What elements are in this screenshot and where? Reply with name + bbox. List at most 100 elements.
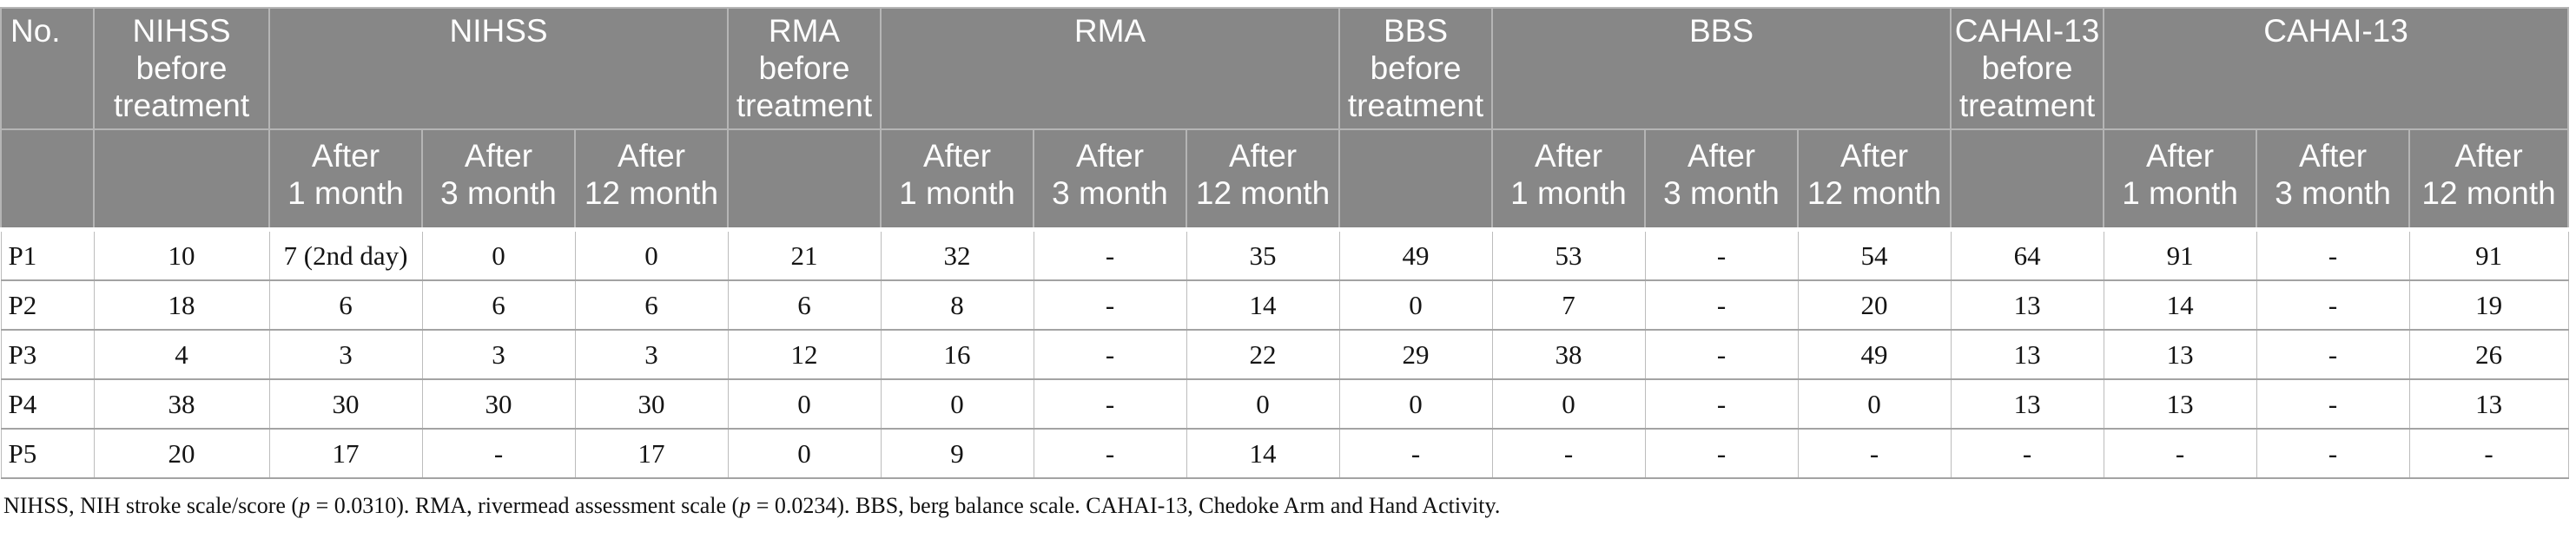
subheader-bbs-after-12-month: After 12 month (1797, 128, 1952, 232)
header-line: 1 month (287, 175, 404, 211)
footnote-p-value-symbol: p (739, 493, 751, 518)
score-cell: - (1033, 428, 1187, 479)
score-cell: 35 (1186, 228, 1340, 281)
header-line: After (1534, 138, 1603, 174)
score-cell: - (2256, 228, 2410, 281)
score-cell: 0 (727, 378, 882, 430)
subheader-empty-no (0, 128, 95, 232)
col-header-cahai-before-treatment: CAHAI-13 before treatment (1950, 7, 2105, 130)
footnote-p-value-symbol: p (299, 493, 311, 518)
col-header-bbs-before-treatment: BBS before treatment (1338, 7, 1494, 130)
score-cell: - (2256, 378, 2410, 430)
patient-id-cell: P4 (0, 378, 95, 430)
score-cell: 14 (1186, 279, 1340, 331)
header-line: 1 month (1510, 175, 1627, 211)
header-line: BBS (1384, 13, 1449, 49)
subheader-cahai-after-12-month: After 12 month (2408, 128, 2570, 232)
score-cell: 6 (574, 279, 729, 331)
subheader-bbs-after-3-month: After 3 month (1644, 128, 1800, 232)
score-cell: 30 (421, 378, 576, 430)
score-cell: - (1644, 228, 1799, 281)
score-cell: 3 (421, 329, 576, 380)
patient-id-cell: P5 (0, 428, 95, 479)
header-line: 3 month (1663, 175, 1780, 211)
header-line: After (1075, 138, 1145, 174)
header-line: 1 month (899, 175, 1015, 211)
score-cell: 13 (1950, 279, 2104, 331)
score-cell: - (1644, 329, 1799, 380)
header-line: RMA (768, 13, 841, 49)
header-line: 12 month (2421, 175, 2556, 211)
score-cell: - (1033, 329, 1187, 380)
col-header-rma-before-treatment: RMA before treatment (727, 7, 882, 130)
score-cell: 53 (1491, 228, 1646, 281)
header-line: before (1370, 50, 1462, 86)
subheader-cahai-after-3-month: After 3 month (2256, 128, 2411, 232)
group-header-nihss: NIHSS (268, 7, 730, 130)
col-header-no: No. (0, 7, 95, 130)
score-cell: 0 (1186, 378, 1340, 430)
header-line: 12 month (584, 175, 719, 211)
score-cell: - (1033, 228, 1187, 281)
score-cell: 91 (2103, 228, 2257, 281)
score-cell: 20 (1797, 279, 1952, 331)
score-cell: - (2103, 428, 2257, 479)
group-header-rma: RMA (880, 7, 1341, 130)
table-row: P5 20 17-17 0 9-14- - - - - - - - (0, 428, 2569, 479)
header-line: After (2454, 138, 2523, 174)
subheader-nihss-after-3-month: After 3 month (421, 128, 576, 232)
header-line: No. (10, 13, 61, 49)
header-line: before (135, 50, 228, 86)
subheader-empty-rma-before (727, 128, 882, 232)
score-cell: 30 (268, 378, 423, 430)
patient-id-cell: P2 (0, 279, 95, 331)
subheader-empty-nihss-before (93, 128, 270, 232)
score-cell: - (2256, 428, 2410, 479)
patient-id-cell: P1 (0, 228, 95, 281)
score-cell: 30 (574, 378, 729, 430)
table-row: P1 10 7 (2nd day) 0 0 21 32-35 49 53-54 64 91-91 (0, 228, 2569, 281)
score-cell: 0 (421, 228, 576, 281)
score-cell: - (1644, 378, 1799, 430)
header-line: After (922, 138, 992, 174)
score-cell: 17 (268, 428, 423, 479)
score-cell: - (1491, 428, 1646, 479)
score-cell: 10 (93, 228, 270, 281)
patient-id-cell: P3 (0, 329, 95, 380)
header-line: After (1687, 138, 1756, 174)
footnote-text: = 0.0310). RMA, rivermead assessment sca… (310, 493, 740, 518)
header-line: CAHAI-13 (1954, 13, 2100, 49)
footnote-text: NIHSS, NIH stroke scale/score ( (3, 493, 300, 518)
table-row: P3 4 3 3 3 12 16-22 29 38-49 13 13-26 (0, 329, 2569, 380)
header-line: CAHAI-13 (2263, 13, 2408, 49)
col-header-nihss-before-treatment: NIHSS before treatment (93, 7, 270, 130)
results-table: No. NIHSS before treatment NIHSS RMA before tre… (0, 7, 2570, 479)
header-line: treatment (1958, 88, 2096, 123)
group-header-cahai: CAHAI-13 (2103, 7, 2570, 130)
score-cell: 13 (2408, 378, 2569, 430)
score-cell: 20 (93, 428, 270, 479)
score-cell: 21 (727, 228, 882, 281)
score-cell: - (1644, 279, 1799, 331)
header-line: After (1840, 138, 1909, 174)
score-cell: 9 (880, 428, 1034, 479)
score-cell: - (1644, 428, 1799, 479)
score-cell: 49 (1797, 329, 1952, 380)
score-cell: 7 (2nd day) (268, 228, 423, 281)
subheader-empty-cahai-before (1950, 128, 2105, 232)
header-line: 3 month (2275, 175, 2391, 211)
header-line: BBS (1689, 13, 1754, 49)
header-line: After (2298, 138, 2368, 174)
score-cell: - (1033, 378, 1187, 430)
score-cell: 38 (1491, 329, 1646, 380)
score-cell: 8 (880, 279, 1034, 331)
subheader-empty-bbs-before (1338, 128, 1494, 232)
paper-table-figure: No. NIHSS before treatment NIHSS RMA before tre… (0, 7, 2576, 545)
score-cell: 0 (880, 378, 1034, 430)
score-cell: 3 (268, 329, 423, 380)
header-line: RMA (1073, 13, 1146, 49)
score-cell: 13 (1950, 329, 2104, 380)
header-line: 3 month (440, 175, 557, 211)
header-line: before (1981, 50, 2073, 86)
group-header-bbs: BBS (1491, 7, 1952, 130)
